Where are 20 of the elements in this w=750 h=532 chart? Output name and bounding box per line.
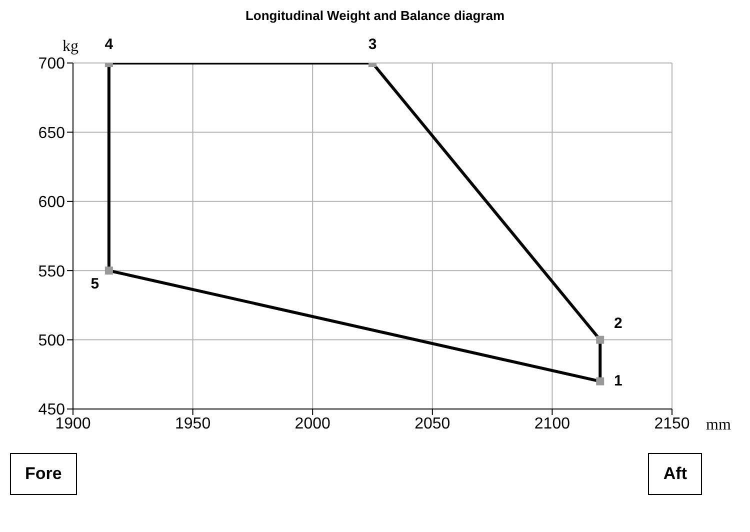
x-tick-label: 2050 [414,415,450,432]
y-tick-label: 650 [38,124,66,142]
annotation: 1 [614,372,622,390]
annotation: 2 [614,314,622,332]
annotation: 3 [368,36,377,53]
annotation: 5 [90,276,100,293]
y-axis-title: kg [62,38,78,55]
x-tick-label: 2100 [534,415,570,432]
y-tick-label: 550 [38,263,66,280]
chart-title: Longitudinal Weight and Balance diagram [244,8,506,23]
text: Aft [648,453,702,495]
y-tick-label: 700 [38,56,66,73]
annotation: 4 [104,36,114,53]
x-axis-title: mm [706,416,732,434]
x-tick-label: 1950 [175,415,211,432]
x-tick-label: 2000 [294,415,330,432]
text: Fore [10,453,77,495]
x-tick-label: 2150 [654,415,690,432]
y-tick-label: 500 [38,332,66,350]
y-tick-label: 600 [38,194,66,212]
